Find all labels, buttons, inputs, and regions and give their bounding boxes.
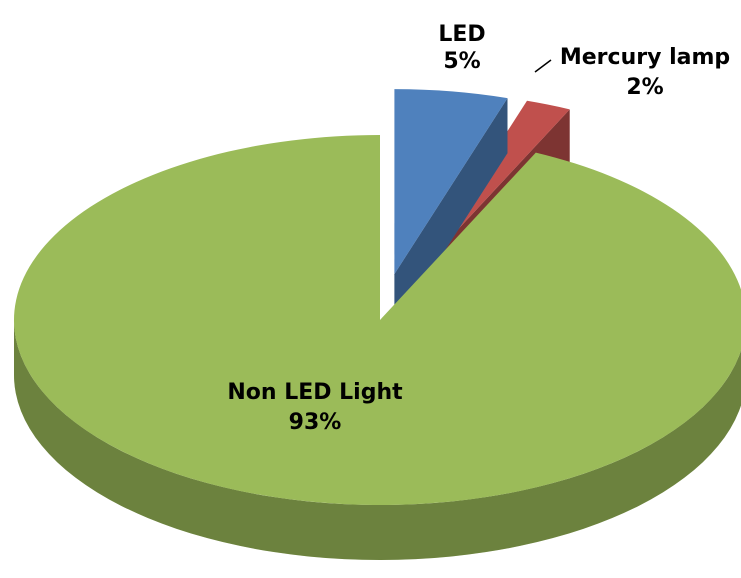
slice-label: LED — [438, 22, 485, 47]
leader-line — [534, 59, 552, 73]
slice-value-label: 93% — [289, 410, 342, 435]
slice-value-label: 2% — [626, 75, 663, 100]
slice-value-label: 5% — [443, 49, 480, 74]
slice-face — [394, 98, 508, 330]
slice-shade — [394, 98, 508, 330]
slice-top — [14, 135, 741, 505]
slice-side — [14, 320, 741, 560]
slice — [394, 89, 508, 330]
slice-top — [394, 89, 508, 275]
slice-shade — [14, 320, 741, 560]
slice — [14, 135, 741, 560]
slice-label: Non LED Light — [227, 380, 403, 405]
slice-label: Mercury lamp — [560, 45, 730, 70]
